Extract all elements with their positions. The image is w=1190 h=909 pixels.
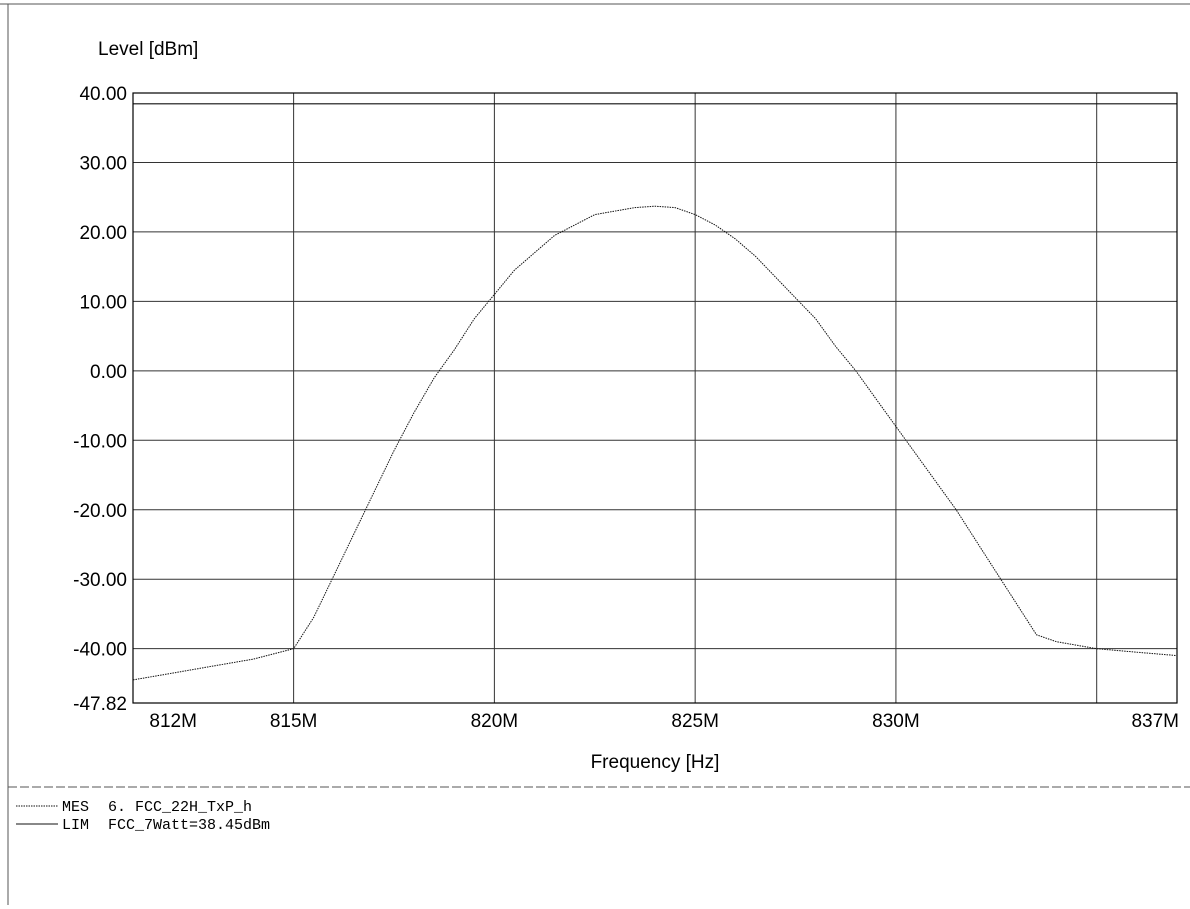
y-tick-label: -20.00 xyxy=(73,501,127,522)
grid-layer xyxy=(133,93,1177,703)
x-tick-labels: 812M 815M 820M 825M 830M 837M xyxy=(149,711,1179,732)
x-tick-label: 825M xyxy=(671,711,719,732)
y-tick-label: 0.00 xyxy=(90,362,127,383)
y-tick-labels: 40.00 30.00 20.00 10.00 0.00 -10.00 -20.00 -30.… xyxy=(73,84,127,715)
legend-entry-text: 6. FCC_22H_TxP_h xyxy=(108,799,252,816)
x-tick-label: 830M xyxy=(872,711,920,732)
series-line-mes xyxy=(132,205,1178,681)
x-tick-label: 815M xyxy=(270,711,318,732)
y-tick-label: -47.82 xyxy=(73,694,127,715)
legend-key: MES xyxy=(62,799,89,816)
y-tick-label: 30.00 xyxy=(79,153,127,174)
x-tick-label: 837M xyxy=(1131,711,1179,732)
x-tick-label: 820M xyxy=(471,711,519,732)
legend-entry-text: FCC_7Watt=38.45dBm xyxy=(108,817,270,834)
y-tick-label: 40.00 xyxy=(79,84,127,105)
y-tick-label: -30.00 xyxy=(73,570,127,591)
y-tick-label: -40.00 xyxy=(73,640,127,661)
y-tick-label: 10.00 xyxy=(79,292,127,313)
x-tick-label: 812M xyxy=(149,711,197,732)
x-axis-label: Frequency [Hz] xyxy=(591,752,720,773)
y-tick-label: -10.00 xyxy=(73,431,127,452)
plot-area-frame xyxy=(132,92,1178,704)
legend: MES 6. FCC_22H_TxP_h LIM FCC_7Watt=38.45dBm xyxy=(16,799,270,834)
y-tick-label: 20.00 xyxy=(79,223,127,244)
legend-key: LIM xyxy=(62,817,89,834)
y-axis-label: Level [dBm] xyxy=(98,39,198,60)
series-layer xyxy=(132,103,1178,681)
